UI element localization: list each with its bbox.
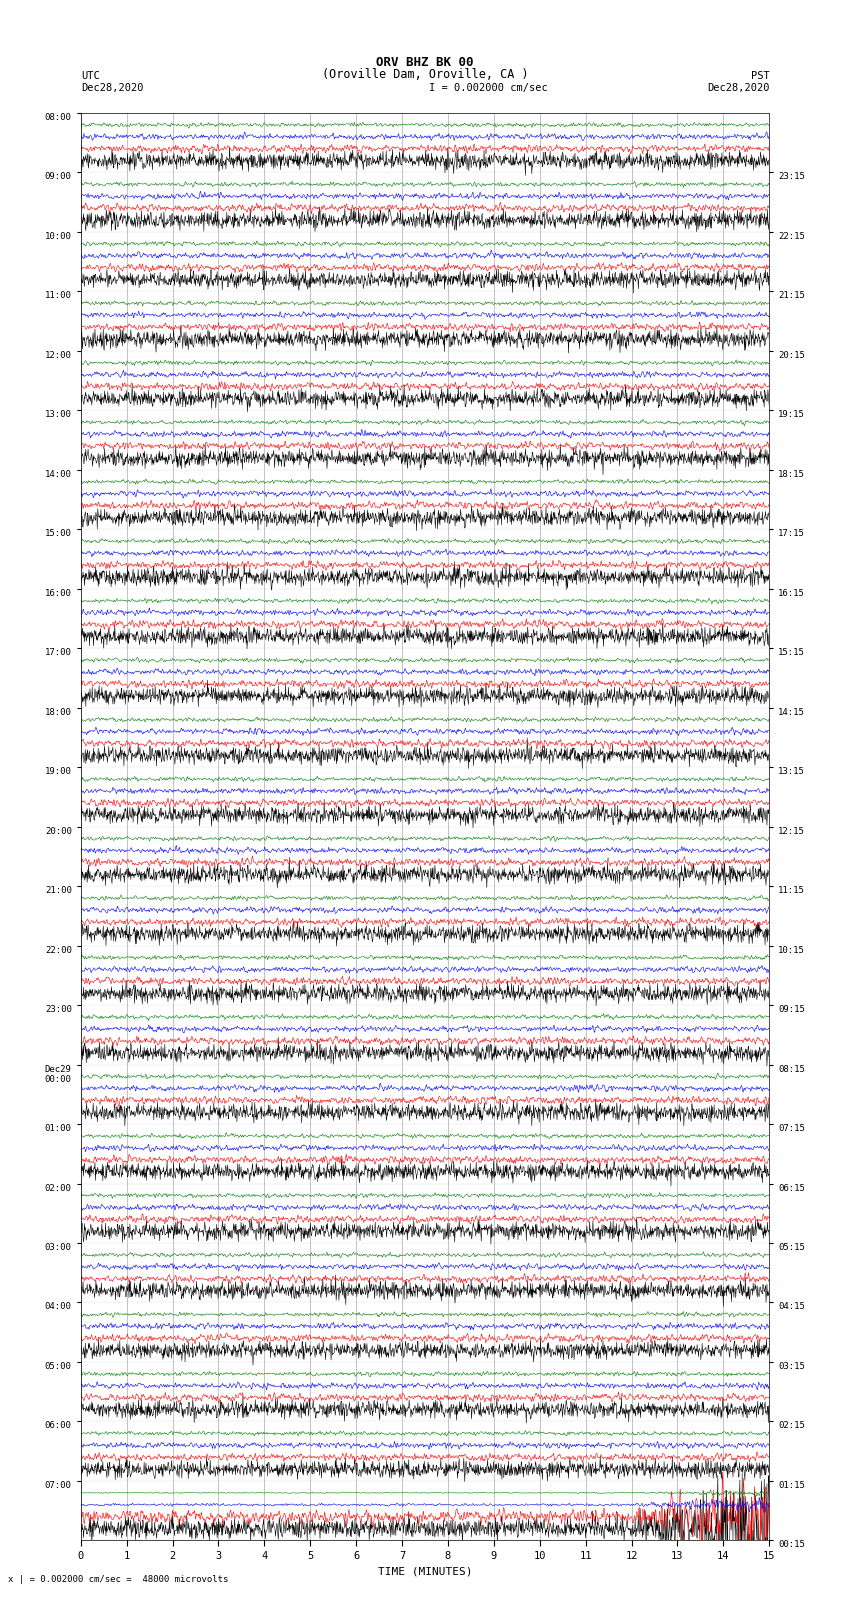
Text: I = 0.002000 cm/sec: I = 0.002000 cm/sec — [429, 82, 548, 94]
Text: PST: PST — [751, 71, 769, 82]
Text: Dec28,2020: Dec28,2020 — [706, 82, 769, 92]
Text: ORV BHZ BK 00: ORV BHZ BK 00 — [377, 55, 473, 69]
Text: UTC: UTC — [81, 71, 99, 82]
Text: Dec28,2020: Dec28,2020 — [81, 82, 144, 92]
X-axis label: TIME (MINUTES): TIME (MINUTES) — [377, 1566, 473, 1576]
Text: x | = 0.002000 cm/sec =  48000 microvolts: x | = 0.002000 cm/sec = 48000 microvolts — [8, 1574, 229, 1584]
Text: (Oroville Dam, Oroville, CA ): (Oroville Dam, Oroville, CA ) — [321, 68, 529, 82]
